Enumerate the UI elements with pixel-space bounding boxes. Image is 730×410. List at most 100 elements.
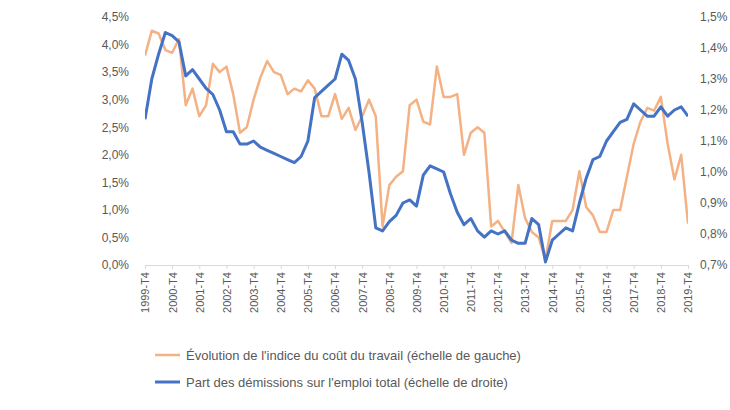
series-line <box>145 33 688 262</box>
x-tick: 2013-T4 <box>519 265 531 313</box>
y-tick-label: 1,0% <box>102 203 130 217</box>
x-tick-label: 2005-T4 <box>302 272 314 313</box>
y-tick-label: 2,5% <box>102 121 130 135</box>
legend-swatch <box>155 381 180 384</box>
x-tick: 2012-T4 <box>492 265 504 313</box>
x-tick: 2002-T4 <box>221 265 233 313</box>
chart: 0,0% 0,5% 1,0% 1,5% 2,0% 2,5% 3,0% 3,5% 4,0% 4,5%… <box>0 0 730 410</box>
y2-tick: 0,7% <box>688 258 728 272</box>
x-tick-label: 2006-T4 <box>329 272 341 313</box>
x-axis: 1999-T4 2000-T4 2001-T4 2002-T4 2003-T4 2004-… <box>139 265 694 313</box>
x-tick-mark <box>688 265 689 269</box>
x-tick-mark <box>335 265 336 269</box>
legend-item: Part des démissions sur l'emploi total (… <box>155 375 508 390</box>
y-tick: 2,5% <box>102 121 145 135</box>
y-tick: 3,0% <box>102 93 145 107</box>
y-tick-label: 0,5% <box>102 231 130 245</box>
y-tick-label: 4,5% <box>102 10 130 24</box>
y2-tick: 1,1% <box>688 134 728 148</box>
x-tick-mark <box>199 265 200 269</box>
x-tick: 2001-T4 <box>194 265 206 313</box>
legend: Évolution de l'indice du coût du travail… <box>155 348 521 390</box>
y2-tick: 1,0% <box>688 165 728 179</box>
y2-tick: 1,4% <box>688 41 728 55</box>
y2-axis: 0,7%0,8%0,9%1,0%1,1%1,2%1,3%1,4%1,5% <box>688 10 728 272</box>
y2-axis-line <box>688 18 689 266</box>
y2-tick: 0,9% <box>688 196 728 210</box>
x-tick-label: 2016-T4 <box>601 272 613 313</box>
x-tick-label: 2004-T4 <box>275 272 287 313</box>
y-tick-label: 3,0% <box>102 93 130 107</box>
x-tick-label: 2015-T4 <box>574 272 586 313</box>
x-tick: 2005-T4 <box>302 265 314 313</box>
y2-tick: 0,8% <box>688 227 728 241</box>
x-tick-label: 2010-T4 <box>438 272 450 313</box>
y2-tick-label: 1,3% <box>700 72 728 86</box>
x-tick-mark <box>281 265 282 269</box>
legend-label: Part des démissions sur l'emploi total (… <box>186 375 508 390</box>
y2-tick-label: 0,7% <box>700 258 728 272</box>
x-tick: 2011-T4 <box>465 265 477 312</box>
x-tick: 2014-T4 <box>547 265 559 313</box>
x-tick-mark <box>172 265 173 269</box>
x-tick: 2000-T4 <box>167 265 179 313</box>
x-tick-label: 2018-T4 <box>655 272 667 313</box>
x-tick-label: 2011-T4 <box>465 272 477 312</box>
legend-label: Évolution de l'indice du coût du travail… <box>186 348 521 363</box>
x-tick-mark <box>471 265 472 269</box>
x-tick: 2017-T4 <box>628 265 640 313</box>
y-tick: 1,0% <box>102 203 145 217</box>
x-tick: 2008-T4 <box>384 265 396 313</box>
x-tick-label: 2013-T4 <box>519 272 531 313</box>
x-tick-label: 2019-T4 <box>682 272 694 313</box>
x-tick-label: 2008-T4 <box>384 272 396 313</box>
x-tick-mark <box>634 265 635 269</box>
x-tick-mark <box>362 265 363 269</box>
y2-tick-label: 1,5% <box>700 10 728 24</box>
y-tick: 0,0% <box>102 258 145 272</box>
x-tick-mark <box>607 265 608 269</box>
x-tick: 2006-T4 <box>329 265 341 313</box>
y-tick: 2,0% <box>102 148 145 162</box>
x-tick-label: 2000-T4 <box>167 272 179 313</box>
x-tick-label: 2014-T4 <box>547 272 559 313</box>
y-tick-label: 2,0% <box>102 148 130 162</box>
x-tick-mark <box>254 265 255 269</box>
x-tick-mark <box>308 265 309 269</box>
x-tick: 2007-T4 <box>357 265 369 313</box>
y2-tick-label: 0,8% <box>700 227 728 241</box>
y-tick-label: 0,0% <box>102 258 130 272</box>
x-tick-label: 2017-T4 <box>628 272 640 313</box>
x-tick-label: 2009-T4 <box>411 272 423 313</box>
y2-tick-label: 1,0% <box>700 165 728 179</box>
y-tick-label: 4,0% <box>102 38 130 52</box>
x-tick-label: 2003-T4 <box>248 272 260 313</box>
y-tick: 4,5% <box>102 10 145 24</box>
x-tick-mark <box>552 265 553 269</box>
y-tick-label: 3,5% <box>102 65 130 79</box>
x-axis-line <box>146 266 689 270</box>
y-tick-label: 1,5% <box>102 176 130 190</box>
x-tick: 2018-T4 <box>655 265 667 313</box>
x-tick: 2004-T4 <box>275 265 287 313</box>
x-tick-label: 2012-T4 <box>492 272 504 313</box>
x-tick: 2016-T4 <box>601 265 613 313</box>
y-tick: 3,5% <box>102 65 145 79</box>
x-tick: 2019-T4 <box>682 265 694 313</box>
x-tick-label: 1999-T4 <box>139 272 151 313</box>
y2-tick-label: 1,4% <box>700 41 728 55</box>
x-tick-label: 2002-T4 <box>221 272 233 313</box>
lines <box>145 31 688 262</box>
x-tick-mark <box>145 265 146 269</box>
y2-tick-label: 1,1% <box>700 134 728 148</box>
x-tick: 2010-T4 <box>438 265 450 313</box>
y-tick: 0,5% <box>102 231 145 245</box>
series-line <box>145 31 688 260</box>
x-tick-mark <box>389 265 390 269</box>
y-axis: 0,0% 0,5% 1,0% 1,5% 2,0% 2,5% 3,0% 3,5% 4,0% 4,5% <box>102 10 146 272</box>
legend-item: Évolution de l'indice du coût du travail… <box>155 348 521 363</box>
x-tick-mark <box>417 265 418 269</box>
x-tick: 1999-T4 <box>139 265 151 313</box>
y2-tick: 1,3% <box>688 72 728 86</box>
x-tick-mark <box>661 265 662 269</box>
